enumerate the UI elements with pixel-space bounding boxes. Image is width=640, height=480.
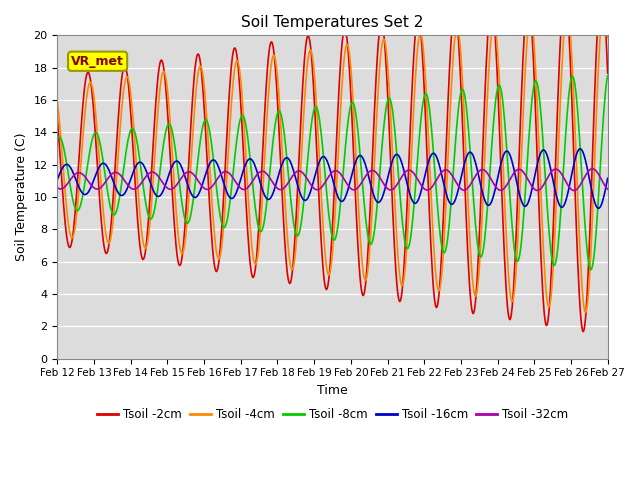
Line: Tsoil -32cm: Tsoil -32cm xyxy=(58,169,607,191)
Tsoil -4cm xyxy=(198,66,205,72)
Tsoil -4cm xyxy=(174,231,182,237)
Legend: Tsoil -2cm, Tsoil -4cm, Tsoil -8cm, Tsoil -16cm, Tsoil -32cm: Tsoil -2cm, Tsoil -4cm, Tsoil -8cm, Tsoi… xyxy=(92,403,573,426)
Title: Soil Temperatures Set 2: Soil Temperatures Set 2 xyxy=(241,15,424,30)
Tsoil -32cm xyxy=(378,177,385,183)
Tsoil -4cm xyxy=(600,4,607,10)
Line: Tsoil -8cm: Tsoil -8cm xyxy=(58,76,607,270)
Tsoil -16cm xyxy=(54,176,61,182)
Tsoil -8cm xyxy=(432,180,440,186)
Tsoil -4cm xyxy=(378,46,385,51)
Text: VR_met: VR_met xyxy=(71,55,124,68)
Tsoil -4cm xyxy=(554,177,561,183)
Tsoil -4cm xyxy=(324,271,332,277)
Tsoil -16cm xyxy=(595,205,602,211)
Tsoil -32cm xyxy=(174,180,182,186)
Tsoil -2cm xyxy=(174,259,182,264)
Tsoil -32cm xyxy=(54,185,61,191)
Tsoil -2cm xyxy=(378,21,385,26)
Tsoil -32cm xyxy=(554,167,561,172)
Tsoil -2cm xyxy=(432,303,440,309)
Tsoil -16cm xyxy=(554,196,561,202)
Tsoil -2cm xyxy=(324,283,332,288)
Tsoil -2cm xyxy=(604,71,611,76)
Tsoil -2cm xyxy=(579,329,587,335)
Tsoil -16cm xyxy=(174,159,182,165)
Tsoil -16cm xyxy=(198,183,205,189)
Tsoil -16cm xyxy=(378,196,385,202)
Tsoil -8cm xyxy=(324,203,332,209)
Line: Tsoil -2cm: Tsoil -2cm xyxy=(58,0,607,332)
Tsoil -32cm xyxy=(198,183,205,189)
Tsoil -2cm xyxy=(198,73,205,79)
Tsoil -2cm xyxy=(554,115,561,120)
Tsoil -16cm xyxy=(432,152,440,158)
Tsoil -8cm xyxy=(554,251,561,256)
Tsoil -8cm xyxy=(604,73,611,79)
Tsoil -8cm xyxy=(378,151,385,156)
Y-axis label: Soil Temperature (C): Soil Temperature (C) xyxy=(15,133,28,261)
Tsoil -32cm xyxy=(589,166,596,172)
Tsoil -4cm xyxy=(582,309,589,315)
X-axis label: Time: Time xyxy=(317,384,348,397)
Tsoil -8cm xyxy=(174,170,182,176)
Tsoil -8cm xyxy=(54,135,61,141)
Tsoil -4cm xyxy=(54,99,61,105)
Tsoil -32cm xyxy=(432,179,440,184)
Tsoil -32cm xyxy=(324,175,332,180)
Tsoil -4cm xyxy=(604,35,611,41)
Tsoil -8cm xyxy=(198,128,205,134)
Line: Tsoil -16cm: Tsoil -16cm xyxy=(58,149,607,208)
Tsoil -16cm xyxy=(604,175,611,181)
Tsoil -32cm xyxy=(604,186,611,192)
Tsoil -16cm xyxy=(576,146,584,152)
Tsoil -2cm xyxy=(54,117,61,122)
Line: Tsoil -4cm: Tsoil -4cm xyxy=(58,7,607,312)
Tsoil -32cm xyxy=(570,188,578,193)
Tsoil -4cm xyxy=(432,270,440,276)
Tsoil -8cm xyxy=(587,267,595,273)
Tsoil -16cm xyxy=(324,160,332,166)
